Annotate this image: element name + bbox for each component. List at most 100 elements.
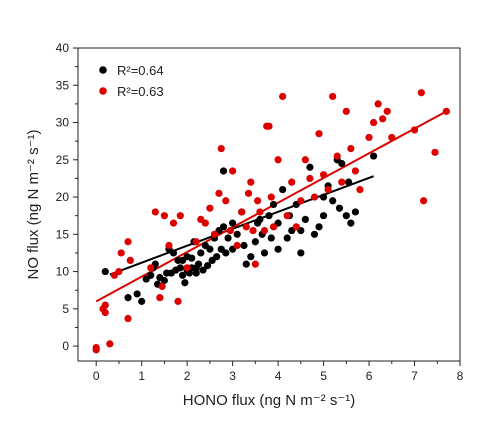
data-point-1 [226, 226, 234, 235]
data-point-1 [247, 178, 255, 186]
data-point-1 [388, 133, 396, 142]
data-point-0 [233, 230, 241, 238]
data-point-1 [117, 249, 125, 257]
data-point-0 [256, 215, 264, 224]
x-tick-label: 2 [184, 369, 191, 383]
data-point-1 [420, 197, 428, 205]
data-point-0 [267, 234, 275, 242]
data-point-0 [319, 193, 328, 201]
data-point-1 [101, 308, 109, 317]
data-point-1 [319, 171, 328, 179]
data-point-0 [178, 271, 187, 279]
data-point-0 [101, 267, 109, 276]
data-point-1 [115, 267, 123, 276]
data-point-1 [174, 297, 182, 305]
data-point-1 [265, 122, 273, 130]
x-tick-label: 6 [366, 369, 373, 383]
fit-line-0 [109, 175, 374, 276]
data-point-1 [233, 241, 241, 250]
y-tick-label: 20 [56, 190, 70, 204]
data-point-0 [251, 238, 259, 246]
data-point-1 [183, 264, 191, 272]
data-point-0 [204, 262, 212, 270]
data-point-0 [229, 219, 237, 227]
legend-label-black: R²=0.64 [117, 63, 164, 78]
x-tick-label: 3 [229, 369, 236, 383]
data-point-1 [417, 89, 425, 97]
data-point-0 [344, 178, 353, 186]
data-point-1 [210, 230, 219, 238]
y-tick-label: 10 [56, 265, 70, 279]
data-point-1 [124, 238, 132, 246]
data-point-1 [101, 301, 109, 309]
data-point-1 [442, 107, 450, 115]
data-point-0 [188, 254, 196, 262]
data-point-0 [260, 249, 269, 257]
data-point-0 [338, 159, 346, 168]
legend-marker-red [99, 87, 107, 95]
data-point-1 [315, 130, 323, 138]
x-tick-label: 0 [93, 369, 100, 383]
data-point-0 [222, 249, 230, 257]
y-axis-title: NO flux (ng N m⁻² s⁻¹) [25, 129, 42, 279]
data-point-1 [306, 174, 314, 183]
data-point-0 [194, 260, 203, 268]
plot-frame [77, 47, 461, 362]
data-point-1 [92, 346, 100, 354]
data-point-0 [274, 245, 282, 253]
y-tick-label: 5 [62, 302, 69, 316]
data-point-1 [379, 115, 387, 123]
data-point-1 [249, 226, 257, 235]
data-point-1 [254, 197, 262, 205]
data-point-0 [301, 215, 309, 224]
data-point-0 [176, 264, 184, 272]
data-point-1 [274, 156, 282, 164]
data-point-1 [126, 256, 134, 264]
data-point-0 [138, 297, 146, 305]
data-point-0 [124, 294, 132, 302]
data-point-1 [260, 226, 269, 235]
data-point-1 [169, 219, 178, 227]
data-point-1 [333, 152, 341, 160]
data-point-1 [215, 189, 223, 197]
data-point-0 [213, 253, 221, 261]
data-point-0 [197, 249, 205, 257]
x-tick-label: 1 [138, 369, 145, 383]
data-point-0 [169, 249, 178, 257]
data-point-1 [242, 223, 250, 231]
data-point-1 [297, 197, 305, 205]
data-points [92, 89, 450, 354]
data-point-1 [256, 208, 264, 216]
data-point-1 [369, 118, 378, 127]
data-point-0 [133, 290, 141, 298]
data-point-1 [347, 145, 355, 153]
y-tick-label: 15 [56, 227, 70, 241]
data-point-1 [160, 212, 169, 220]
data-point-0 [247, 253, 255, 261]
data-point-1 [238, 208, 246, 216]
data-point-0 [242, 260, 250, 268]
data-point-1 [147, 264, 155, 272]
data-point-1 [158, 282, 166, 291]
x-tick-label: 5 [320, 369, 327, 383]
data-point-0 [240, 241, 248, 250]
data-point-0 [279, 185, 287, 194]
data-point-1 [269, 223, 278, 231]
data-point-0 [283, 234, 291, 242]
data-point-1 [410, 126, 419, 134]
data-point-1 [217, 145, 225, 153]
y-tick-label: 35 [56, 78, 70, 92]
y-tick-label: 40 [56, 41, 70, 55]
data-point-1 [383, 107, 391, 115]
data-point-0 [219, 223, 228, 231]
data-point-0 [219, 167, 228, 175]
data-point-1 [222, 197, 230, 205]
y-tick-label: 25 [56, 153, 70, 167]
data-point-0 [329, 197, 337, 205]
data-point-0 [181, 279, 189, 287]
data-point-1 [106, 340, 114, 348]
data-point-0 [206, 245, 214, 253]
data-point-0 [269, 200, 278, 209]
data-point-0 [147, 271, 155, 279]
data-point-1 [156, 294, 164, 302]
